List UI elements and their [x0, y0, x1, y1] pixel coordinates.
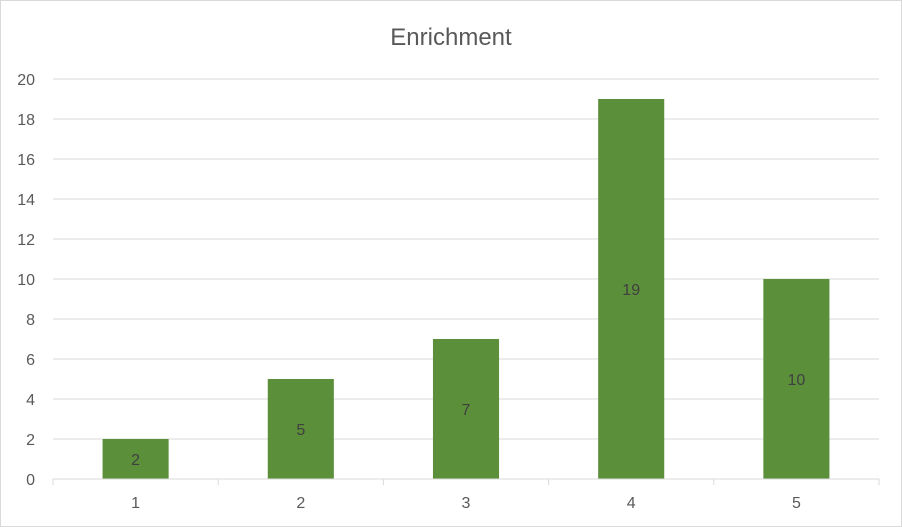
- y-tick-label: 6: [26, 352, 35, 369]
- y-tick-label: 0: [26, 472, 35, 489]
- bar-data-label: 19: [622, 282, 640, 299]
- x-tick-label: 2: [296, 495, 305, 512]
- y-tick-label: 2: [26, 432, 35, 449]
- y-tick-label: 14: [17, 192, 35, 209]
- bar-data-label: 7: [462, 402, 471, 419]
- y-tick-label: 8: [26, 312, 35, 329]
- bar: [598, 99, 665, 479]
- y-tick-label: 16: [17, 152, 35, 169]
- bar-data-label: 10: [788, 372, 806, 389]
- y-tick-label: 20: [17, 72, 35, 89]
- bar: [763, 279, 830, 479]
- gridlines: [53, 78, 879, 440]
- x-tick-label: 5: [792, 495, 801, 512]
- chart-title: Enrichment: [390, 24, 512, 51]
- bar-data-label: 5: [296, 422, 305, 439]
- bars: [102, 99, 830, 479]
- x-axis: 1 2 3 4 5: [52, 478, 880, 512]
- bar-data-label: 2: [131, 452, 140, 469]
- y-tick-label: 12: [17, 232, 35, 249]
- x-tick-label: 1: [131, 495, 140, 512]
- y-tick-label: 18: [17, 112, 35, 129]
- y-axis-ticks: 0 2 4 6 8 10 12 14 16 18 20: [17, 72, 35, 489]
- bar: [432, 339, 500, 479]
- x-tick-label: 4: [627, 495, 636, 512]
- x-tick-label: 3: [462, 495, 471, 512]
- bar: [267, 379, 334, 479]
- y-tick-label: 10: [17, 272, 35, 289]
- y-tick-label: 4: [26, 392, 35, 409]
- bar: [102, 439, 169, 479]
- data-labels: 2 5 7 19 10: [131, 282, 805, 469]
